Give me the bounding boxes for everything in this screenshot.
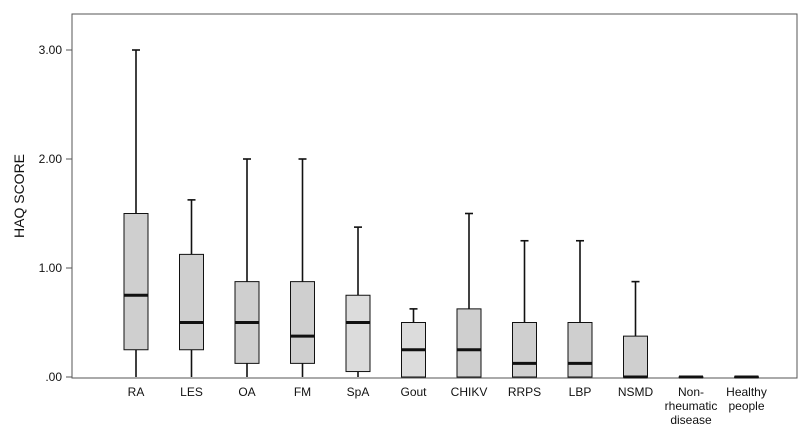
iqr-box (346, 295, 370, 371)
x-tick-label: RA (128, 385, 145, 399)
x-tick-label-line: RRPS (508, 385, 541, 399)
x-tick-label-line: FM (294, 385, 311, 399)
box-group (124, 50, 148, 377)
x-tick-label-line: disease (670, 413, 712, 427)
y-axis: .00 1.00 2.00 3.00 (39, 43, 72, 384)
x-axis: RA LES OA FM SpA Gout CHIKV RRPS LBP NSMD Non-rheu… (128, 385, 767, 427)
x-tick-label: CHIKV (451, 385, 488, 399)
box-group (457, 214, 481, 378)
box-group (624, 282, 648, 377)
x-tick-label-line: LES (180, 385, 203, 399)
x-tick-label-line: Gout (400, 385, 427, 399)
iqr-box (513, 323, 537, 378)
x-tick-label: LBP (569, 385, 592, 399)
x-tick-label-line: RA (128, 385, 145, 399)
box-group (180, 200, 204, 377)
y-tick-label: 2.00 (39, 152, 63, 166)
x-tick-label-line: LBP (569, 385, 592, 399)
box-group (291, 159, 315, 377)
x-tick-label: RRPS (508, 385, 541, 399)
x-tick-label-line: rheumatic (665, 399, 718, 413)
iqr-box (180, 254, 204, 349)
x-tick-label-line: people (728, 399, 764, 413)
x-tick-label-line: Non- (678, 385, 704, 399)
y-axis-title: HAQ SCORE (11, 154, 27, 238)
x-tick-label-line: OA (238, 385, 255, 399)
x-tick-label: OA (238, 385, 255, 399)
box-group (513, 241, 537, 377)
x-tick-label: LES (180, 385, 203, 399)
iqr-box (624, 336, 648, 377)
y-tick-label: 3.00 (39, 43, 63, 57)
x-tick-label-line: SpA (347, 385, 370, 399)
x-tick-label-line: NSMD (618, 385, 654, 399)
x-tick-label: NSMD (618, 385, 654, 399)
box-group (346, 227, 370, 377)
y-tick-label: 1.00 (39, 261, 63, 275)
x-tick-label: FM (294, 385, 311, 399)
iqr-box (124, 214, 148, 350)
x-tick-label-line: CHIKV (451, 385, 488, 399)
iqr-box (291, 282, 315, 364)
x-tick-label: SpA (347, 385, 370, 399)
y-tick-label: .00 (45, 370, 62, 384)
x-tick-label-line: Healthy (726, 385, 767, 399)
box-series (124, 50, 759, 377)
iqr-box (568, 323, 592, 378)
iqr-box (457, 309, 481, 377)
box-group (235, 159, 259, 377)
x-tick-label: Gout (400, 385, 427, 399)
box-group (568, 241, 592, 377)
box-group (402, 309, 426, 377)
